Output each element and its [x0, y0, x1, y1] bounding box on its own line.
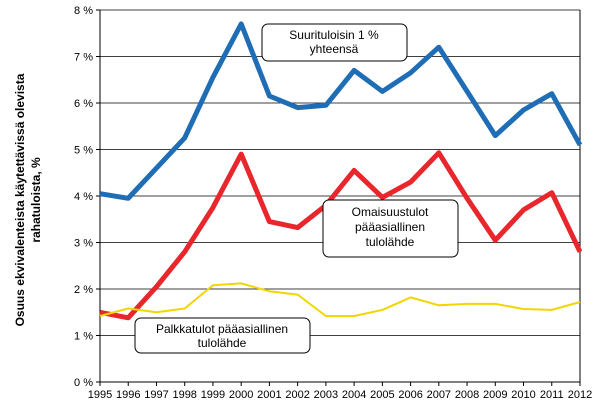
y-tick-label: 3 %: [74, 238, 93, 250]
x-tick-label: 2012: [568, 389, 592, 401]
annotation-text: Suurituloisin 1 %: [289, 28, 379, 42]
series-layer: [99, 21, 583, 321]
y-tick-label: 4 %: [74, 191, 93, 203]
axes-layer: 0 % 1 % 2 % 3 % 4 % 5 % 6 % 7 % 8 % 1995 1996 1997 1…: [74, 5, 592, 401]
x-tick-label: 2011: [540, 389, 564, 401]
x-tick-label: 2004: [342, 389, 366, 401]
annotation-layer: Suurituloisin 1 %yhteensä Omaisuustulotpä…: [134, 23, 459, 354]
x-tick-label: 2006: [398, 389, 422, 401]
x-tick-label: 2007: [427, 389, 451, 401]
x-tick-label: 2003: [314, 389, 338, 401]
annotation-box: [261, 23, 408, 62]
label-layer: Osuus ekvivalenteista käytettävissä olev…: [13, 73, 43, 326]
x-tick-label: 2005: [370, 389, 394, 401]
annotation-text: Omaisuustulot: [352, 205, 429, 219]
x-tick-label: 2001: [257, 389, 281, 401]
y-tick-label: 0 %: [74, 377, 93, 389]
y-tick-label: 6 %: [74, 98, 93, 110]
series-line: [99, 150, 583, 321]
x-tick-label: 1996: [116, 389, 140, 401]
x-tick-label: 2009: [483, 389, 507, 401]
annotation-text: pääasiallinen: [355, 220, 425, 234]
y-tick-label: 7 %: [74, 52, 93, 64]
y-axis-title: Osuus ekvivalenteista käytettävissä olev…: [13, 73, 27, 326]
x-tick-label: 1997: [144, 389, 168, 401]
series-line: [99, 21, 583, 201]
x-tick-label: 1998: [172, 389, 196, 401]
x-tick-label: 2002: [285, 389, 309, 401]
y-tick-label: 1 %: [74, 331, 93, 343]
y-tick-label: 8 %: [74, 5, 93, 17]
series-line: [99, 282, 581, 317]
annotation-text: tulolähde: [198, 336, 247, 350]
y-tick-label: 2 %: [74, 284, 93, 296]
x-tick-label: 2008: [455, 389, 479, 401]
x-tick-label: 2010: [511, 389, 535, 401]
annotation-box: [134, 317, 311, 354]
annotation-text: tulolähde: [366, 235, 415, 249]
x-tick-label: 1995: [88, 389, 112, 401]
x-tick-label: 2000: [229, 389, 253, 401]
annotation-box: [322, 199, 459, 258]
y-tick-label: 5 %: [74, 145, 93, 157]
x-tick-label: 1999: [201, 389, 225, 401]
y-axis-title: rahatuloista, %: [29, 157, 43, 243]
annotation-text: Palkkatulot pääasiallinen: [156, 322, 288, 336]
annotation-text: yhteensä: [310, 42, 359, 56]
